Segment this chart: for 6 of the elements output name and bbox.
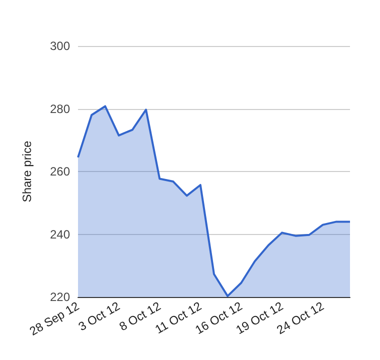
y-tick-label: 300 <box>50 39 70 53</box>
y-tick-label: 280 <box>50 102 70 116</box>
y-axis-title: Share price <box>20 140 34 202</box>
y-tick-label: 220 <box>50 290 70 304</box>
y-tick-label: 240 <box>50 227 70 242</box>
y-tick-label: 260 <box>50 164 70 178</box>
